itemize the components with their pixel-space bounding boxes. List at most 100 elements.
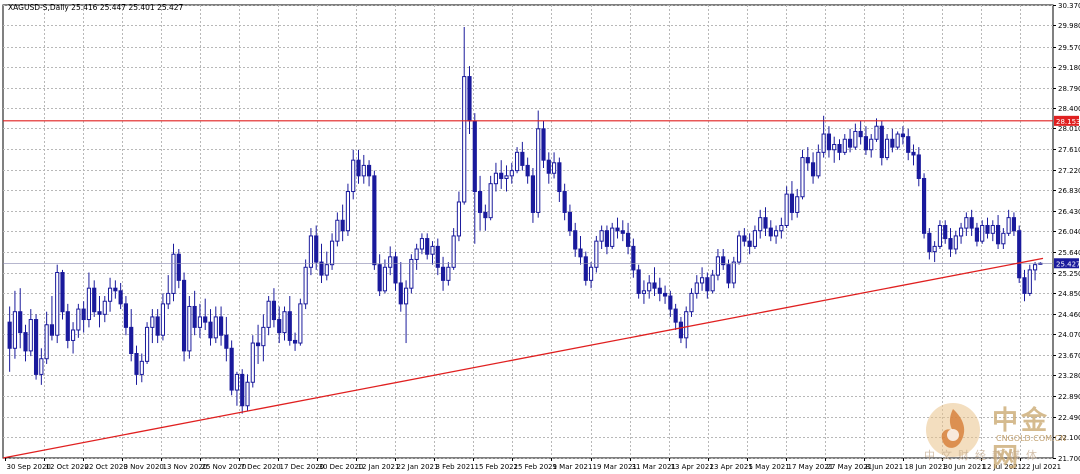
candle-body-bearish (890, 138, 895, 148)
candle-body-bearish (49, 324, 55, 336)
candle-body-bearish (271, 300, 277, 321)
candle-body-bullish (388, 256, 393, 268)
candle-body-bullish (884, 138, 890, 159)
candle-body-bearish (662, 292, 668, 297)
candle-body-bullish (488, 183, 493, 219)
candle-body-bearish (393, 256, 398, 284)
candle-body-bearish (440, 266, 446, 281)
candle-body-bearish (562, 191, 567, 213)
candle-body-bullish (456, 201, 462, 237)
price-tick-label: 24.070 (1058, 331, 1080, 339)
candle-body-bearish (192, 305, 197, 328)
candle-body-bullish (832, 144, 837, 151)
price-tick-label: 22.890 (1058, 393, 1080, 401)
candle-body-bearish (557, 162, 562, 193)
candle-body-bearish (314, 235, 319, 263)
date-tick-label: 9 Mar 2021 (553, 463, 593, 471)
candle-body-bullish (874, 125, 879, 140)
candle-body-bearish (377, 264, 382, 292)
candle-body-bullish (382, 266, 388, 292)
candle-body-bearish (763, 217, 768, 229)
candle-body-bearish (372, 175, 377, 266)
candle-body-bearish (181, 279, 187, 352)
candle-body-bullish (187, 305, 192, 352)
candle-body-bearish (837, 144, 842, 153)
candle-body-bullish (610, 227, 615, 247)
candle-body-bullish (689, 292, 694, 313)
candle-body-bullish (964, 217, 969, 229)
candle-body-bearish (129, 326, 134, 355)
price-tick-label: 23.670 (1058, 352, 1080, 360)
price-tick-label: 25.640 (1058, 249, 1080, 257)
candle-body-bearish (541, 128, 546, 161)
candle-body-bearish (224, 334, 229, 349)
candle-body-bearish (425, 238, 430, 255)
price-tick-label: 21.700 (1058, 455, 1080, 463)
candle-body-bearish (652, 282, 657, 289)
date-tick-label: 13 Nov 2020 (163, 463, 208, 471)
candle-body-bearish (65, 311, 70, 341)
date-tick-label: 7 Dec 2020 (241, 463, 281, 471)
candle-body-bearish (33, 319, 39, 375)
candle-body-bullish (86, 287, 92, 321)
candle-body-bullish (795, 196, 800, 213)
candle-body-bearish (705, 277, 710, 292)
price-tick-label: 28.010 (1058, 125, 1080, 133)
candle-body-bearish (477, 191, 483, 213)
candle-body-bearish (921, 177, 927, 234)
candle-body-bearish (208, 321, 213, 339)
candle-body-bullish (335, 219, 340, 242)
candle-body-bullish (324, 264, 329, 276)
date-tick-label: 23 Apr 2021 (710, 463, 753, 471)
candle-body-bearish (969, 217, 974, 229)
candle-body-bullish (773, 230, 779, 237)
candle-body-bearish (113, 287, 118, 292)
candle-body-bearish (1011, 217, 1017, 232)
candle-body-bearish (18, 311, 23, 334)
candle-body-bullish (282, 311, 287, 334)
candle-body-bearish (721, 256, 726, 266)
candle-body-bearish (620, 230, 625, 234)
candle-body-bearish (742, 235, 747, 242)
date-tick-label: 17 May 2021 (788, 463, 834, 471)
candle-body-bearish (657, 287, 662, 294)
candle-body-bullish (345, 191, 351, 232)
candle-body-bearish (604, 230, 610, 247)
candle-body-bearish (573, 230, 578, 250)
candle-body-bullish (509, 170, 514, 177)
candle-body-bullish (641, 290, 647, 294)
candle-body-bearish (810, 162, 816, 177)
candle-body-bullish (536, 128, 541, 213)
candle-body-bearish (636, 269, 641, 294)
candle-body-bullish (12, 311, 18, 349)
candle-body-bearish (435, 245, 440, 268)
candle-body-bullish (44, 324, 49, 360)
candle-body-bearish (858, 130, 863, 138)
candle-body-bullish (958, 227, 964, 237)
candle-body-bearish (747, 240, 752, 247)
candle-body-bullish (895, 133, 900, 148)
candle-body-bullish (990, 224, 995, 234)
candle-body-bullish (39, 358, 44, 375)
price-tick-label: 29.180 (1058, 64, 1080, 72)
candle-body-bullish (504, 175, 509, 179)
candle-body-bearish (467, 76, 472, 122)
overlay-lines (2, 120, 1053, 459)
date-tick-label: 13 Apr 2021 (671, 463, 714, 471)
candle-body-bullish (1032, 264, 1038, 271)
candle-body-bearish (240, 373, 245, 407)
candle-body-bullish (715, 256, 721, 276)
candle-body-bearish (123, 303, 129, 328)
price-tick-label: 22.100 (1058, 434, 1080, 442)
candle-body-bearish (277, 319, 282, 334)
date-tick-label: 3 Nov 2020 (124, 463, 164, 471)
date-tick-label: 22 Jan 2021 (397, 463, 439, 471)
candle-body-bullish (953, 235, 958, 250)
candle-body-bearish (255, 342, 261, 347)
date-tick-label: 12 Oct 2020 (46, 463, 89, 471)
candle-body-bearish (176, 253, 181, 281)
candles (7, 26, 1043, 414)
brand-tagline: 中文财经新媒体 (924, 449, 1043, 462)
